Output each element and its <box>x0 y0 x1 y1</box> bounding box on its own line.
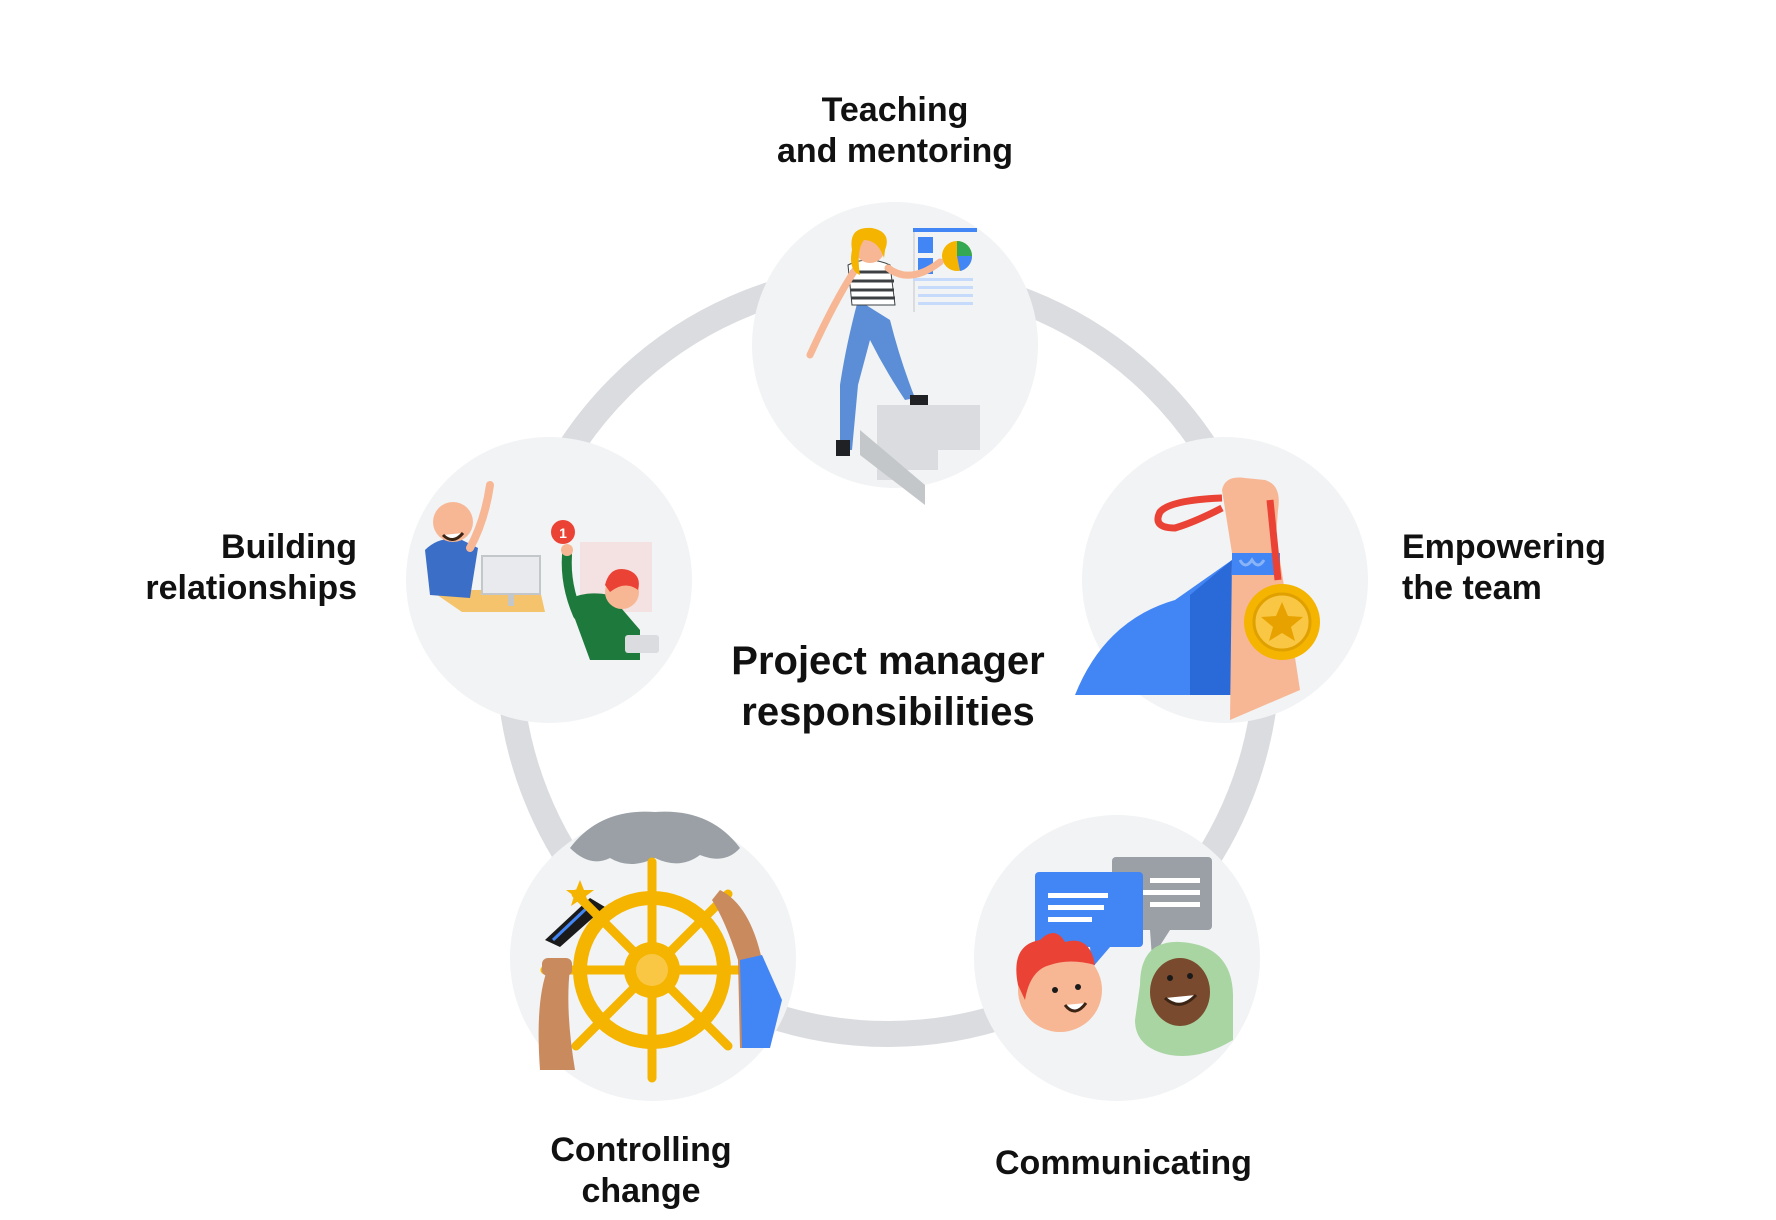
label-building-line-1: Building <box>221 528 357 566</box>
label-controlling-line-1: Controlling <box>550 1131 732 1169</box>
node-controlling <box>510 811 796 1101</box>
label-empowering-line-1: Empowering <box>1402 528 1607 566</box>
node-building: 1 <box>406 437 692 723</box>
notification-count: 1 <box>559 525 567 541</box>
notification-badge <box>551 520 575 544</box>
center-title: Project manager responsibilities <box>688 636 1088 738</box>
node-teaching <box>752 202 1038 505</box>
center-title-line-2: responsibilities <box>741 690 1035 734</box>
center-title-line-1: Project manager <box>731 639 1045 683</box>
ship-wheel-illustration-icon <box>538 811 782 1083</box>
label-controlling-line-2: change <box>581 1172 701 1210</box>
label-empowering: Empowering the team <box>1402 527 1606 609</box>
medal-cape-illustration-icon <box>1075 477 1320 720</box>
label-teaching: Teaching and mentoring <box>770 90 1020 172</box>
label-communicating: Communicating <box>995 1143 1252 1184</box>
chat-bubbles-illustration-icon <box>1016 857 1233 1056</box>
label-controlling: Controlling change <box>526 1130 756 1212</box>
node-empowering <box>1075 437 1368 723</box>
label-communicating-line-1: Communicating <box>995 1144 1252 1182</box>
label-empowering-line-2: the team <box>1402 569 1542 607</box>
label-building: Building relationships <box>110 527 357 609</box>
high-five-illustration-icon: 1 <box>425 481 659 660</box>
label-teaching-line-1: Teaching <box>821 91 969 129</box>
node-communicating <box>974 815 1260 1101</box>
label-building-line-2: relationships <box>145 569 357 607</box>
label-teaching-line-2: and mentoring <box>776 132 1014 170</box>
teaching-illustration-icon <box>806 227 980 505</box>
